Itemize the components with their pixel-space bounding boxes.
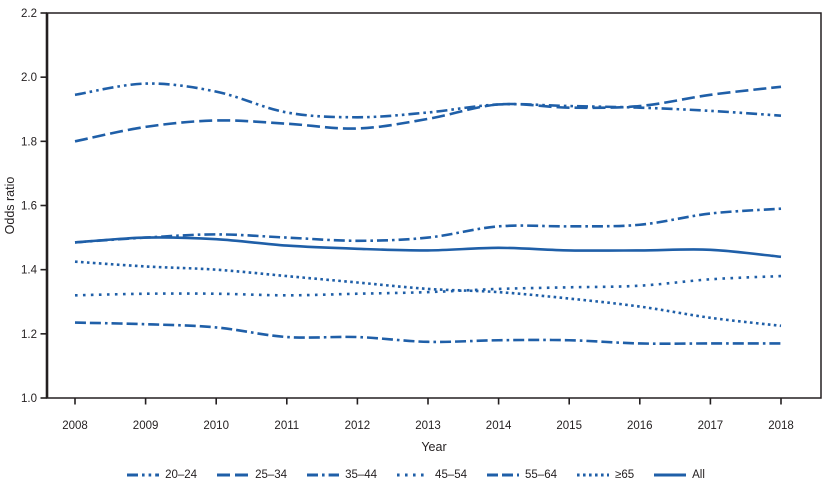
series-line-45-54 — [74, 274, 782, 297]
x-tick-label: 2010 — [203, 420, 229, 432]
legend-line-sample — [127, 473, 160, 477]
legend-item: 25–34 — [216, 469, 287, 481]
series-line-all — [74, 236, 782, 259]
line-chart: 1.0 1.2 1.4 1.6 1.8 2.0 2.2 2008 2009 2010 2011 201… — [3, 8, 822, 454]
legend-item: 20–24 — [126, 469, 197, 481]
y-tick-label: 2.0 — [21, 72, 37, 84]
x-axis-title: Year — [421, 440, 446, 454]
y-tick-label: 1.6 — [21, 201, 37, 213]
series-line-25-34 — [74, 85, 782, 143]
legend-line-sample — [217, 473, 250, 477]
y-tick-label: 1.8 — [21, 136, 37, 148]
x-tick-label: 2011 — [274, 420, 299, 432]
legend-label: 20–24 — [165, 469, 198, 481]
legend-line-sample — [487, 473, 520, 477]
x-tick-label: 2017 — [698, 420, 724, 432]
x-tick-label: 2012 — [345, 420, 371, 432]
legend-label: 45–54 — [435, 469, 468, 481]
legend-item: 55–64 — [486, 469, 557, 481]
legend-label: All — [692, 469, 705, 481]
legend-label: ≥65 — [615, 469, 635, 481]
y-tick-label: 1.0 — [21, 393, 37, 405]
series-line-35-44 — [74, 207, 782, 244]
legend-item: 45–54 — [396, 469, 467, 481]
legend-item: All — [653, 469, 705, 481]
y-tick-label: 2.2 — [21, 8, 37, 20]
legend-item: ≥65 — [576, 469, 634, 481]
legend-line-sample — [577, 473, 610, 477]
series-line-20-24 — [74, 82, 782, 119]
legend-label: 35–44 — [345, 469, 378, 481]
x-tick-label: 2008 — [62, 420, 88, 432]
legend-line-sample — [654, 473, 687, 477]
y-tick-label: 1.4 — [21, 265, 38, 277]
plot-frame — [46, 12, 822, 399]
legend-label: 55–64 — [525, 469, 558, 481]
x-tick-label: 2013 — [415, 420, 441, 432]
y-tick-label: 1.2 — [21, 329, 37, 341]
chart-legend: 20–24 25–34 35–44 45–54 55–64 ≥65 All — [0, 462, 831, 488]
x-tick-label: 2018 — [768, 420, 794, 432]
x-tick-label: 2016 — [627, 420, 653, 432]
x-tick-label: 2009 — [133, 420, 159, 432]
legend-item: 35–44 — [306, 469, 377, 481]
legend-line-sample — [307, 473, 340, 477]
series-line-55-64 — [74, 321, 781, 345]
x-tick-label: 2014 — [486, 420, 512, 432]
legend-line-sample — [397, 473, 430, 477]
x-tick-label: 2015 — [556, 420, 582, 432]
series-line-65 — [74, 260, 782, 328]
y-axis-title: Odds ratio — [3, 177, 17, 235]
legend-label: 25–34 — [255, 469, 288, 481]
